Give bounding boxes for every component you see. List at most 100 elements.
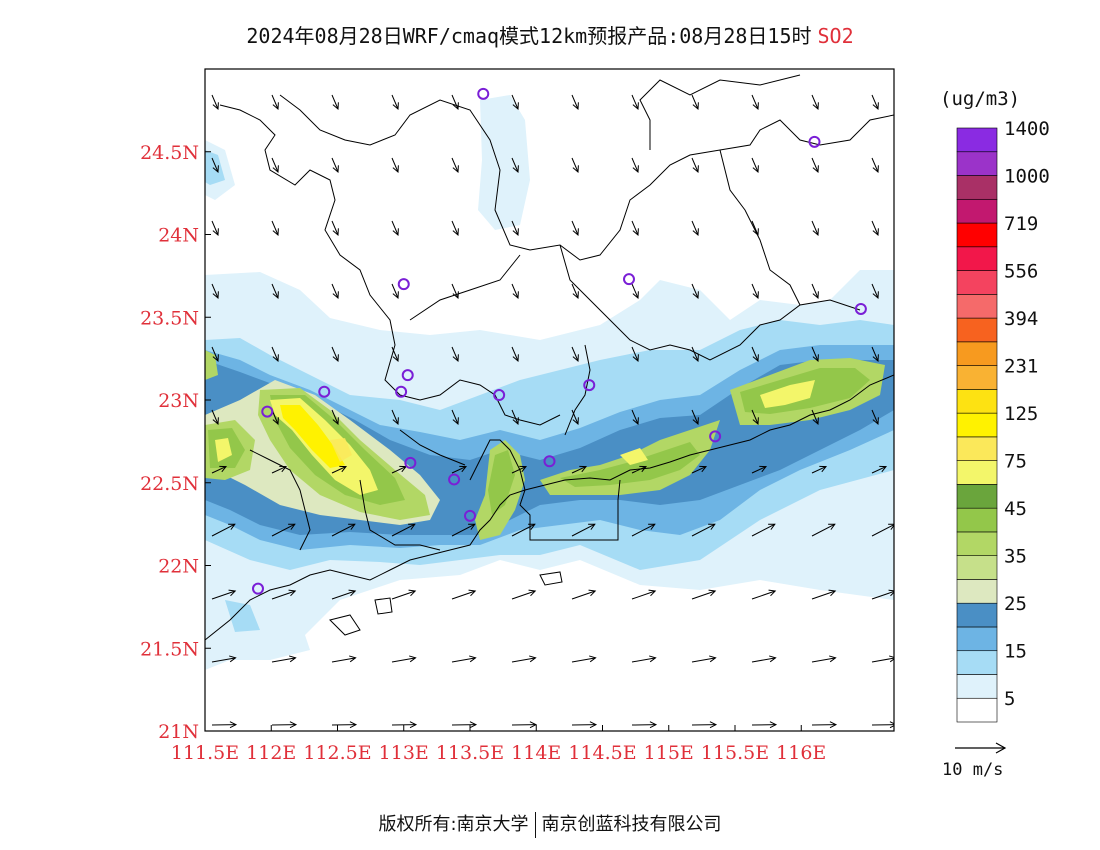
- colorbar-label: 1000: [1004, 166, 1050, 188]
- x-tick-label: 115E: [644, 742, 694, 764]
- wind-arrow-head: [469, 655, 477, 663]
- wind-arrow: [271, 466, 287, 474]
- wind-arrow: [271, 94, 279, 110]
- wind-arrow-head: [572, 228, 579, 237]
- wind-arrow-head: [512, 228, 519, 237]
- station-marker: [543, 455, 556, 468]
- wind-arrow-head: [348, 589, 357, 597]
- wind-arrow: [571, 346, 579, 362]
- wind-arrow: [691, 346, 699, 362]
- wind-arrow: [631, 657, 656, 663]
- wind-arrow: [871, 409, 879, 425]
- colorbar-label: 556: [1004, 261, 1038, 283]
- wind-arrow: [331, 409, 339, 425]
- wind-arrow-head: [512, 165, 519, 174]
- y-tick-label: 21N: [158, 721, 199, 743]
- wind-arrow: [751, 157, 759, 173]
- wind-arrow-head: [648, 523, 656, 530]
- colorbar-segment: [956, 460, 998, 485]
- wind-arrow-head: [879, 465, 888, 473]
- wind-arrow-head: [332, 417, 339, 426]
- wind-arrow-head: [768, 523, 776, 530]
- colorbar-segment: [956, 507, 998, 533]
- colorbar-segment: [956, 697, 998, 723]
- wind-arrow: [811, 157, 819, 173]
- wind-arrow-head: [528, 589, 537, 597]
- colorbar-label: 15: [1004, 641, 1027, 663]
- wind-arrow: [631, 409, 639, 425]
- y-axis: 24.5N 24N 23.5N 23N 22.5N 22N 21.5N 21N: [140, 142, 211, 743]
- wind-arrow-head: [229, 655, 237, 663]
- wind-arrow-head: [452, 291, 459, 300]
- wind-arrow: [751, 466, 767, 474]
- wind-arrow: [631, 220, 639, 236]
- colorbar-segment: [956, 151, 998, 176]
- wind-arrow: [511, 523, 536, 537]
- wind-arrow-head: [332, 228, 339, 237]
- wind-arrow-head: [289, 655, 297, 663]
- wind-arrow-head: [579, 465, 588, 473]
- wind-arrow: [451, 590, 476, 600]
- colorbar-label: 45: [1004, 498, 1027, 520]
- wind-arrow-head: [519, 465, 528, 473]
- wind-arrow: [871, 466, 887, 474]
- wind-arrow: [271, 590, 296, 600]
- wind-arrow-head: [889, 655, 894, 663]
- wind-arrow-head: [512, 102, 519, 111]
- wind-arrow: [451, 283, 459, 299]
- footer-right: 南京创蓝科技有限公司: [541, 814, 722, 835]
- colorbar-segment: [956, 412, 998, 438]
- wind-arrow: [871, 346, 879, 362]
- wind-arrow-head: [829, 721, 838, 729]
- wind-arrow: [691, 466, 707, 474]
- wind-arrow: [391, 157, 399, 173]
- wind-arrow-head: [212, 102, 219, 111]
- wind-arrow: [511, 346, 519, 362]
- station-markers: [252, 87, 867, 595]
- wind-arrow: [211, 220, 219, 236]
- wind-arrow-head: [572, 354, 579, 363]
- wind-arrow: [451, 523, 476, 537]
- x-tick-label: 112E: [246, 742, 296, 764]
- station-marker: [318, 385, 331, 398]
- wind-arrow: [391, 523, 416, 537]
- wind-arrow: [811, 220, 819, 236]
- wind-arrow-head: [752, 228, 759, 237]
- wind-arrow-head: [769, 721, 778, 729]
- wind-arrow: [751, 94, 759, 110]
- wind-arrow-head: [468, 523, 476, 530]
- station-marker: [261, 405, 274, 418]
- colorbar-label: 394: [1004, 308, 1038, 330]
- wind-arrow: [571, 283, 579, 299]
- colorbar-segment: [956, 270, 998, 295]
- wind-arrow-head: [219, 465, 228, 473]
- wind-arrow-head: [888, 523, 894, 530]
- wind-arrow: [511, 590, 536, 600]
- wind-arrow-head: [872, 291, 879, 300]
- wind-arrow-head: [392, 102, 399, 111]
- colorbar-label: 5: [1004, 688, 1015, 710]
- wind-arrow-head: [512, 291, 519, 300]
- wind-arrow-head: [632, 417, 639, 426]
- wind-arrow-head: [212, 165, 219, 174]
- station-marker: [404, 456, 417, 469]
- colorbar-segment: [956, 127, 998, 153]
- wind-arrow-head: [408, 589, 417, 597]
- wind-arrow: [871, 283, 879, 299]
- wind-arrow-head: [812, 291, 819, 300]
- x-tick-label: 115.5E: [701, 742, 769, 764]
- wind-arrow-head: [528, 523, 536, 530]
- wind-arrow-head: [872, 165, 879, 174]
- wind-arrow-head: [272, 417, 279, 426]
- wind-arrow-head: [409, 655, 417, 663]
- wind-arrow: [211, 346, 219, 362]
- wind-arrow: [871, 220, 879, 236]
- wind-arrow-head: [288, 589, 297, 597]
- wind-arrow: [751, 409, 759, 425]
- wind-arrow-head: [572, 102, 579, 111]
- wind-arrow-head: [632, 228, 639, 237]
- wind-arrow-head: [759, 465, 768, 473]
- wind-arrow: [631, 157, 639, 173]
- wind-reference-arrow: [955, 742, 1007, 754]
- wind-arrow-head: [452, 228, 459, 237]
